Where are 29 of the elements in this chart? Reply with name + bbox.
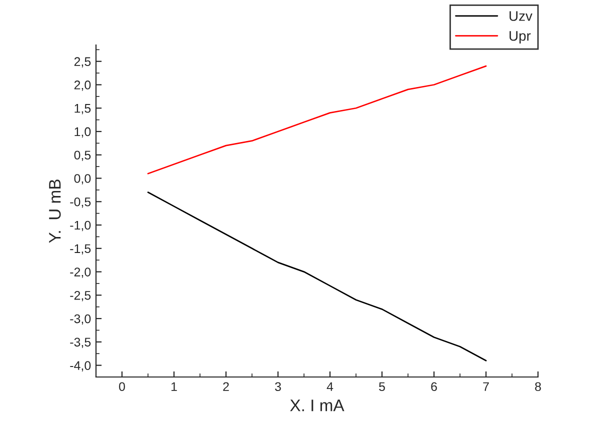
- y-tick-label: -0,5: [70, 197, 91, 208]
- x-tick-label: 0: [119, 382, 125, 392]
- x-axis-title: X. I mA: [290, 400, 344, 412]
- y-tick-label: -3,5: [70, 338, 91, 348]
- line-series: [147, 65, 487, 174]
- x-tick-label: 4: [326, 382, 334, 391]
- y-tick-label: 2,5: [74, 57, 91, 68]
- x-tick-label: 7: [483, 382, 489, 391]
- y-tick-label: -2,0: [70, 268, 91, 278]
- x-tick-label: 1: [171, 382, 177, 391]
- x-tick-label: 3: [275, 382, 281, 392]
- y-tick-label: 0,5: [74, 150, 91, 162]
- y-tick-label: 1,5: [74, 104, 91, 114]
- y-axis-title: Y. U mB: [49, 180, 61, 243]
- x-tick-label: 2: [223, 382, 229, 391]
- y-tick-label: 2,0: [74, 80, 91, 91]
- x-tick-label: 8: [535, 382, 541, 392]
- legend-label: Upr: [510, 31, 531, 44]
- y-tick-label: -4,0: [70, 361, 91, 372]
- y-tick-label: -1,0: [70, 220, 91, 232]
- x-tick-label: 6: [431, 382, 437, 392]
- line-series: [147, 192, 487, 362]
- y-tick-label: -3,0: [70, 314, 91, 325]
- y-tick-label: -2,5: [70, 290, 91, 302]
- legend-label: Uzv: [510, 11, 532, 21]
- x-tick-label: 5: [379, 382, 385, 392]
- y-tick-label: -1,5: [70, 244, 91, 255]
- y-tick-label: 0,0: [74, 174, 91, 184]
- y-tick-label: 1,0: [74, 127, 91, 138]
